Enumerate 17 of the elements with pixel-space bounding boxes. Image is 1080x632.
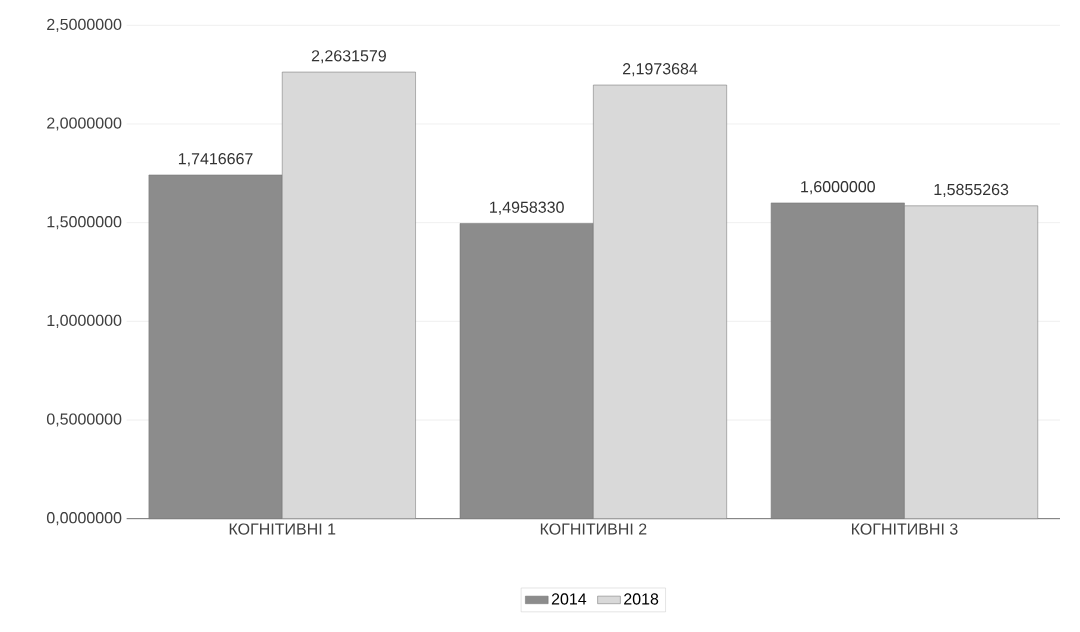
x-tick-label: КОГНІТИВНІ 1 — [229, 523, 336, 535]
y-tick-label: 0,0000000 — [46, 512, 122, 526]
data-label: 2,1973684 — [622, 63, 698, 77]
y-tick-label: 1,0000000 — [47, 314, 122, 328]
legend-label: 2018 — [624, 593, 659, 605]
y-tick-label: 2,0000000 — [47, 117, 122, 131]
data-label: 1,7416667 — [178, 153, 253, 167]
data-label: 1,4958330 — [490, 201, 564, 215]
legend-label: 2014 — [551, 593, 587, 605]
data-label: 1,5855263 — [934, 183, 1009, 198]
y-tick-label: 2,5000000 — [47, 18, 122, 32]
x-tick-label: КОГНІТИВНІ 2 — [540, 523, 647, 535]
x-tick-label: КОГНІТИВНІ 3 — [852, 523, 958, 535]
y-tick-label: 1,5000000 — [47, 216, 122, 230]
data-label: 2,2631579 — [311, 50, 386, 64]
y-tick-label: 0,5000000 — [46, 413, 122, 427]
data-label: 1,6000000 — [801, 181, 875, 195]
